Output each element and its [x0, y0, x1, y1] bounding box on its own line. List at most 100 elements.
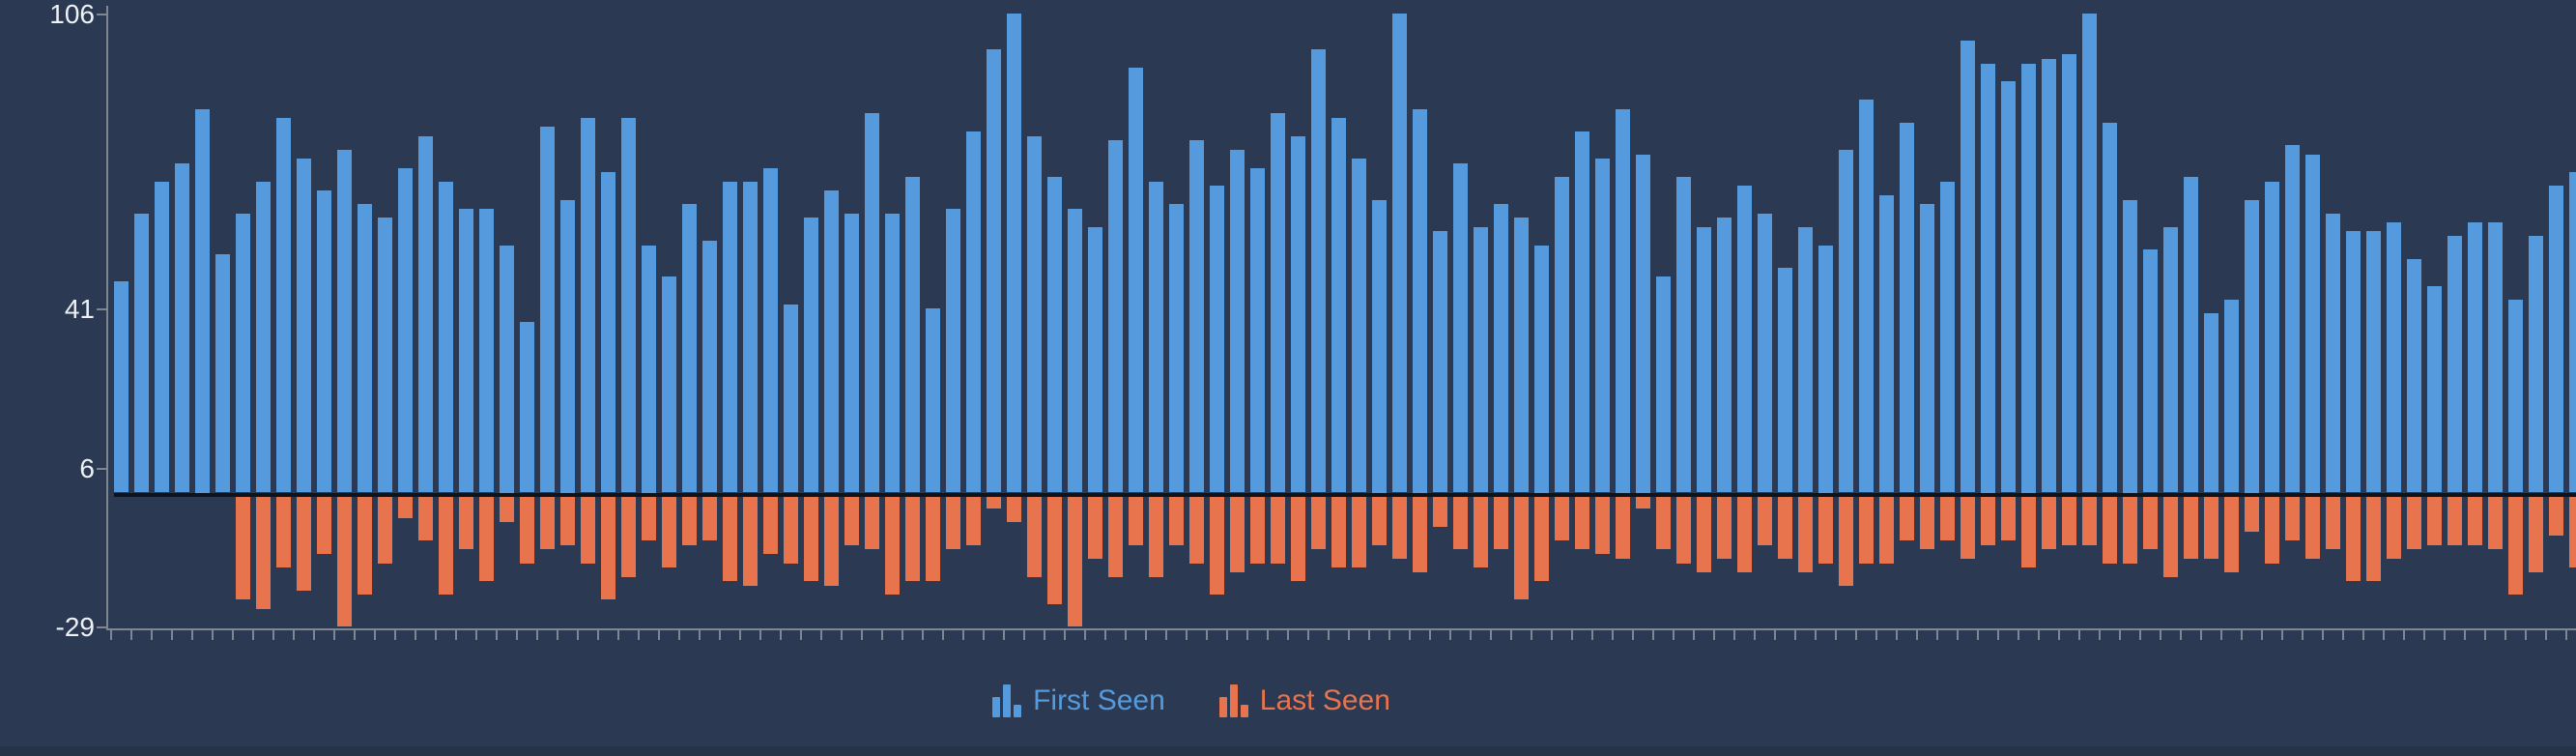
bar-first-seen[interactable]	[2163, 227, 2178, 492]
bar-last-seen[interactable]	[1656, 497, 1671, 549]
bar-last-seen[interactable]	[1920, 497, 1934, 549]
bar-last-seen[interactable]	[1210, 497, 1224, 595]
bar-first-seen[interactable]	[1737, 186, 1752, 492]
bar-last-seen[interactable]	[2427, 497, 2442, 545]
bar-first-seen[interactable]	[1007, 14, 1021, 492]
bar-last-seen[interactable]	[2508, 497, 2523, 595]
bar-first-seen[interactable]	[439, 182, 453, 492]
bar-last-seen[interactable]	[1575, 497, 1589, 549]
bar-last-seen[interactable]	[581, 497, 595, 564]
bar-last-seen[interactable]	[2062, 497, 2076, 545]
bar-last-seen[interactable]	[2001, 497, 2016, 540]
bar-first-seen[interactable]	[215, 254, 230, 492]
bar-first-seen[interactable]	[2204, 313, 2218, 492]
bar-last-seen[interactable]	[1555, 497, 1569, 540]
bar-first-seen[interactable]	[2447, 236, 2462, 492]
bar-first-seen[interactable]	[1839, 150, 1853, 492]
bar-last-seen[interactable]	[1392, 497, 1407, 559]
bar-last-seen[interactable]	[2447, 497, 2462, 545]
bar-first-seen[interactable]	[1758, 214, 1772, 492]
bar-last-seen[interactable]	[1595, 497, 1610, 554]
bar-first-seen[interactable]	[134, 214, 149, 492]
bar-first-seen[interactable]	[1027, 136, 1042, 492]
bar-last-seen[interactable]	[1839, 497, 1853, 586]
bar-first-seen[interactable]	[2569, 172, 2576, 492]
bar-first-seen[interactable]	[2042, 59, 2056, 492]
bar-first-seen[interactable]	[2265, 182, 2279, 492]
bar-last-seen[interactable]	[723, 497, 737, 581]
bar-first-seen[interactable]	[459, 209, 473, 492]
bar-last-seen[interactable]	[1149, 497, 1163, 577]
bar-last-seen[interactable]	[256, 497, 271, 609]
bar-first-seen[interactable]	[2468, 222, 2482, 492]
bar-last-seen[interactable]	[1778, 497, 1792, 559]
bar-last-seen[interactable]	[1940, 497, 1955, 540]
bar-first-seen[interactable]	[642, 246, 656, 493]
bar-last-seen[interactable]	[2488, 497, 2503, 549]
bar-last-seen[interactable]	[1291, 497, 1305, 581]
bar-first-seen[interactable]	[1372, 200, 1387, 493]
bar-last-seen[interactable]	[276, 497, 291, 567]
bar-first-seen[interactable]	[2021, 64, 2036, 493]
bar-last-seen[interactable]	[1047, 497, 1062, 604]
bar-first-seen[interactable]	[2082, 14, 2097, 492]
bar-last-seen[interactable]	[459, 497, 473, 549]
bar-last-seen[interactable]	[2326, 497, 2340, 549]
bar-last-seen[interactable]	[1271, 497, 1285, 564]
bar-last-seen[interactable]	[2366, 497, 2381, 581]
bar-last-seen[interactable]	[2346, 497, 2361, 581]
bar-first-seen[interactable]	[114, 281, 129, 492]
bar-first-seen[interactable]	[195, 109, 210, 493]
bar-last-seen[interactable]	[804, 497, 818, 581]
bar-first-seen[interactable]	[1291, 136, 1305, 492]
bar-last-seen[interactable]	[2143, 497, 2158, 549]
bar-first-seen[interactable]	[865, 113, 879, 492]
bar-last-seen[interactable]	[1818, 497, 1833, 564]
bar-last-seen[interactable]	[378, 497, 392, 564]
bar-last-seen[interactable]	[1697, 497, 1711, 572]
bar-last-seen[interactable]	[865, 497, 879, 549]
bar-first-seen[interactable]	[2508, 300, 2523, 492]
bar-last-seen[interactable]	[1331, 497, 1346, 567]
bar-last-seen[interactable]	[743, 497, 758, 586]
bar-first-seen[interactable]	[358, 204, 372, 492]
bar-first-seen[interactable]	[621, 118, 636, 492]
bar-last-seen[interactable]	[560, 497, 575, 545]
bar-first-seen[interactable]	[763, 168, 778, 492]
bar-last-seen[interactable]	[621, 497, 636, 577]
bar-last-seen[interactable]	[1758, 497, 1772, 545]
bar-first-seen[interactable]	[1656, 276, 1671, 492]
bar-first-seen[interactable]	[1068, 209, 1082, 492]
bar-last-seen[interactable]	[2529, 497, 2543, 572]
bar-last-seen[interactable]	[2184, 497, 2198, 559]
bar-first-seen[interactable]	[256, 182, 271, 492]
bar-last-seen[interactable]	[1859, 497, 1874, 564]
bar-first-seen[interactable]	[1189, 140, 1204, 492]
bar-first-seen[interactable]	[1676, 177, 1691, 492]
bar-last-seen[interactable]	[236, 497, 250, 599]
bar-last-seen[interactable]	[1494, 497, 1508, 549]
bar-last-seen[interactable]	[500, 497, 514, 522]
bar-last-seen[interactable]	[1007, 497, 1021, 522]
bar-last-seen[interactable]	[1108, 497, 1123, 577]
bar-first-seen[interactable]	[723, 182, 737, 492]
bar-first-seen[interactable]	[2407, 259, 2421, 492]
bar-last-seen[interactable]	[1129, 497, 1143, 545]
bar-first-seen[interactable]	[1595, 159, 1610, 492]
bar-first-seen[interactable]	[581, 118, 595, 492]
bar-first-seen[interactable]	[987, 49, 1001, 492]
bar-last-seen[interactable]	[1879, 497, 1894, 564]
bar-first-seen[interactable]	[2062, 54, 2076, 492]
bar-first-seen[interactable]	[1555, 177, 1569, 492]
bar-first-seen[interactable]	[2366, 231, 2381, 492]
bar-first-seen[interactable]	[418, 136, 433, 492]
bar-first-seen[interactable]	[1392, 14, 1407, 492]
bar-last-seen[interactable]	[2123, 497, 2137, 564]
bar-first-seen[interactable]	[1474, 227, 1488, 492]
bar-last-seen[interactable]	[2082, 497, 2097, 545]
bar-last-seen[interactable]	[540, 497, 555, 549]
bar-first-seen[interactable]	[682, 204, 697, 492]
bar-last-seen[interactable]	[1737, 497, 1752, 572]
bar-last-seen[interactable]	[2042, 497, 2056, 549]
bar-last-seen[interactable]	[479, 497, 494, 581]
